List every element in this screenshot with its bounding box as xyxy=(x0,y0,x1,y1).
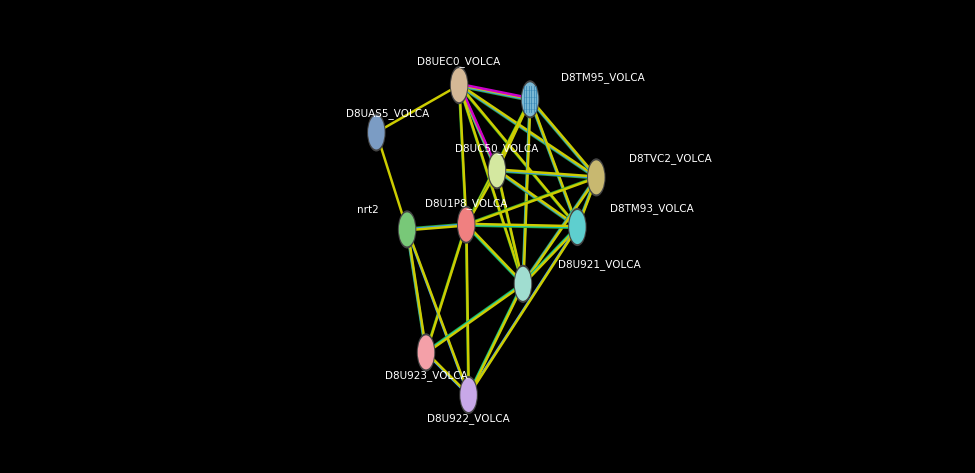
Ellipse shape xyxy=(458,208,475,242)
Ellipse shape xyxy=(515,267,531,301)
Ellipse shape xyxy=(450,68,467,102)
Ellipse shape xyxy=(416,333,435,371)
Ellipse shape xyxy=(488,151,506,189)
Ellipse shape xyxy=(569,210,586,244)
Ellipse shape xyxy=(514,265,532,303)
Ellipse shape xyxy=(460,378,477,412)
Ellipse shape xyxy=(449,66,468,104)
Ellipse shape xyxy=(587,158,605,196)
Text: D8TVC2_VOLCA: D8TVC2_VOLCA xyxy=(630,153,712,164)
Ellipse shape xyxy=(522,82,538,116)
Ellipse shape xyxy=(369,115,384,149)
Text: D8TM95_VOLCA: D8TM95_VOLCA xyxy=(561,72,644,84)
Text: D8U922_VOLCA: D8U922_VOLCA xyxy=(427,413,510,424)
Text: D8UAS5_VOLCA: D8UAS5_VOLCA xyxy=(345,108,429,119)
Text: D8UC50_VOLCA: D8UC50_VOLCA xyxy=(455,143,538,155)
Text: D8UEC0_VOLCA: D8UEC0_VOLCA xyxy=(417,56,501,67)
Text: D8U921_VOLCA: D8U921_VOLCA xyxy=(559,259,642,271)
Ellipse shape xyxy=(459,376,478,414)
Text: D8TM93_VOLCA: D8TM93_VOLCA xyxy=(610,202,694,214)
Ellipse shape xyxy=(398,210,416,248)
Text: D8U1P8_VOLCA: D8U1P8_VOLCA xyxy=(425,198,507,209)
Ellipse shape xyxy=(399,212,415,246)
Ellipse shape xyxy=(417,335,434,369)
Text: nrt2: nrt2 xyxy=(357,205,378,216)
Ellipse shape xyxy=(488,153,505,187)
Ellipse shape xyxy=(568,208,587,246)
Text: D8U923_VOLCA: D8U923_VOLCA xyxy=(384,370,467,382)
Ellipse shape xyxy=(521,80,539,118)
Ellipse shape xyxy=(457,206,476,244)
Ellipse shape xyxy=(368,114,385,151)
Ellipse shape xyxy=(588,160,604,194)
